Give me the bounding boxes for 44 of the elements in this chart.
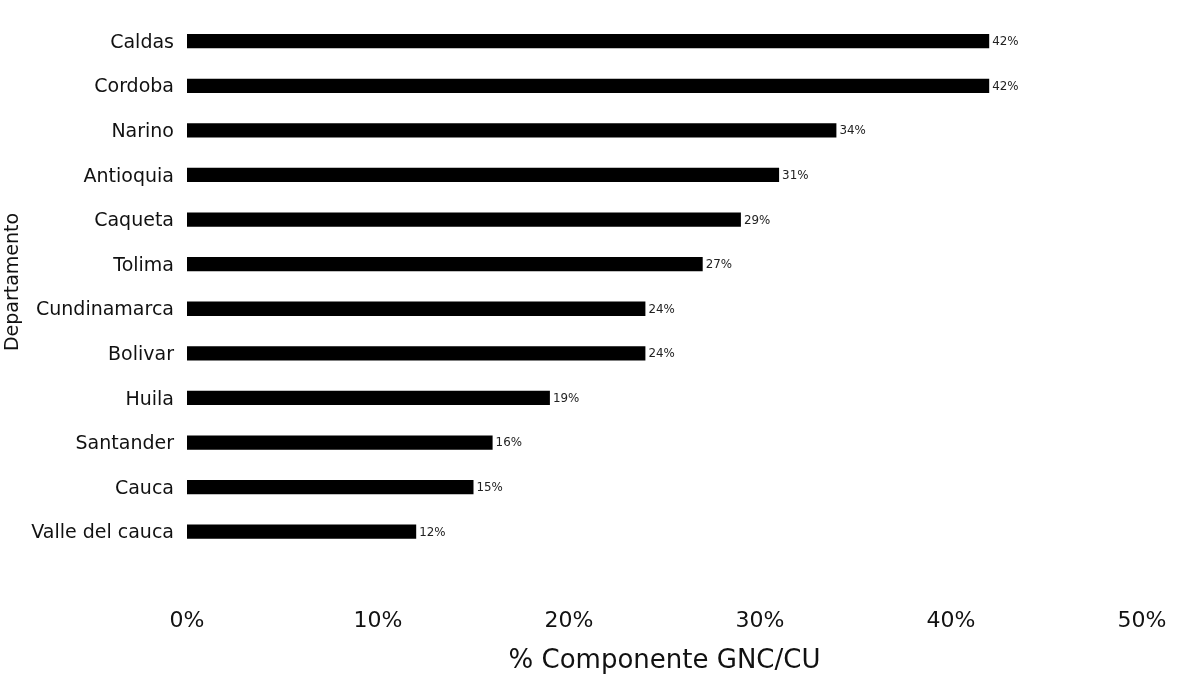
bar xyxy=(187,123,837,138)
y-tick-label: Cordoba xyxy=(94,74,174,97)
bar xyxy=(187,78,990,93)
x-tick-label: 0% xyxy=(169,607,205,632)
data-label: 34% xyxy=(839,123,866,138)
bar xyxy=(187,346,646,361)
x-axis-title: % Componente GNC/CU xyxy=(508,643,821,674)
y-tick-label: Antioquia xyxy=(83,163,174,186)
x-tick-label: 40% xyxy=(926,607,976,632)
data-label: 19% xyxy=(552,390,580,405)
y-tick-label: Valle del cauca xyxy=(31,520,174,543)
bar xyxy=(187,479,474,495)
y-tick-label: Cundinamarca xyxy=(35,297,174,320)
data-label: 42% xyxy=(992,78,1019,93)
data-label: 24% xyxy=(648,346,675,361)
bar xyxy=(187,167,780,183)
data-label: 27% xyxy=(705,257,733,272)
bar xyxy=(187,435,493,450)
bar xyxy=(187,212,741,227)
data-label: 42% xyxy=(992,34,1019,49)
data-label: 31% xyxy=(782,167,809,182)
y-tick-label: Tolima xyxy=(112,252,174,275)
bar xyxy=(187,524,417,539)
bar xyxy=(187,257,703,272)
x-tick-label: 20% xyxy=(544,607,594,632)
data-label: 24% xyxy=(648,301,675,316)
y-tick-label: Caqueta xyxy=(94,208,174,231)
x-tick-label: 30% xyxy=(735,607,785,632)
data-label: 29% xyxy=(743,212,771,227)
data-label: 16% xyxy=(495,435,523,450)
data-label: 15% xyxy=(476,480,503,495)
data-label: 12% xyxy=(419,524,446,539)
bar xyxy=(187,301,646,316)
bar xyxy=(187,390,550,406)
y-tick-label: Huila xyxy=(125,386,174,409)
y-tick-label: Caldas xyxy=(110,29,174,52)
y-tick-label: Bolivar xyxy=(108,341,175,364)
y-tick-label: Cauca xyxy=(114,475,174,498)
x-tick-label: 50% xyxy=(1117,607,1167,632)
x-tick-label: 10% xyxy=(353,607,403,632)
y-tick-label: Narino xyxy=(111,119,174,142)
y-axis-title: Departamento xyxy=(0,212,22,352)
bar xyxy=(187,34,990,49)
y-tick-label: Santander xyxy=(75,431,175,454)
